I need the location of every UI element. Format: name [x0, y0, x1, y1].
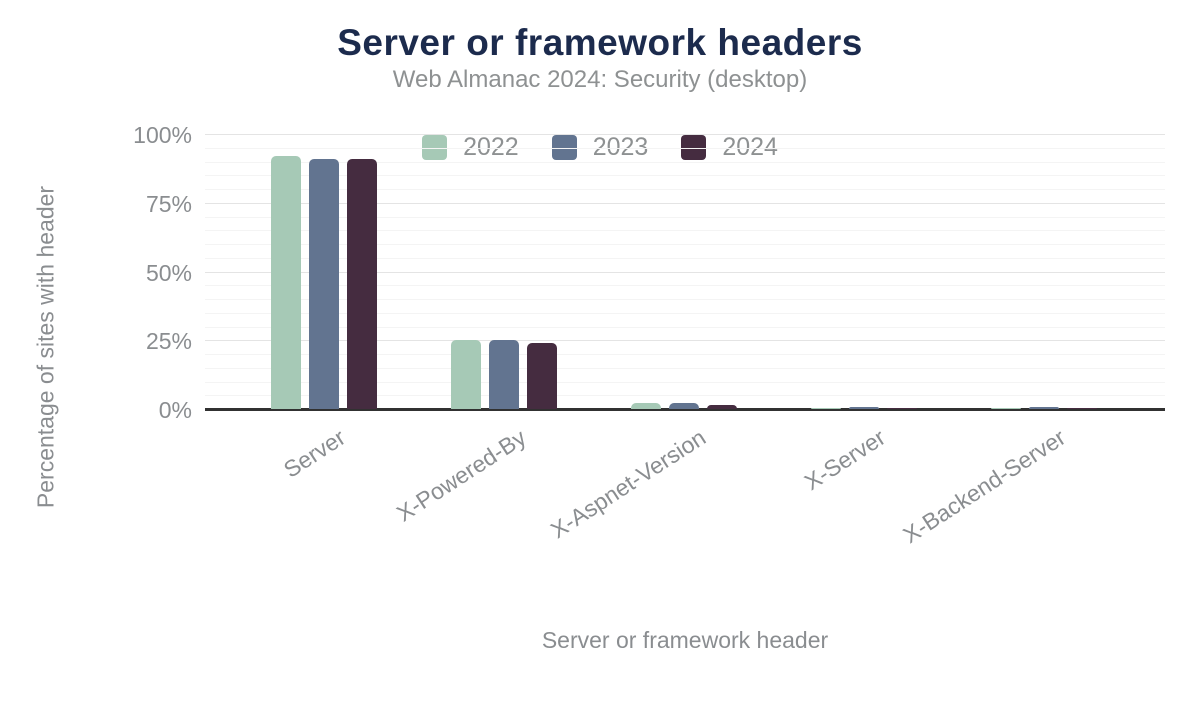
- bar-2023-x-aspnet-version: [669, 403, 699, 409]
- gridline-minor: [205, 244, 1165, 245]
- gridline-minor: [205, 326, 1165, 328]
- gridline-minor: [205, 354, 1165, 355]
- bar-2023-server: [309, 158, 339, 409]
- legend-swatch-icon: [551, 135, 577, 160]
- legend-item-2024: 2024: [681, 133, 778, 162]
- gridline-minor: [205, 230, 1165, 232]
- gridline-minor: [205, 216, 1165, 218]
- gridline-minor: [205, 147, 1165, 149]
- y-tick-label: 75%: [145, 190, 192, 217]
- legend: 2022 2023 2024: [0, 133, 1200, 162]
- x-tick-label: X-Backend-Server: [898, 424, 1071, 549]
- gridline-minor: [205, 175, 1165, 177]
- y-axis-title: Percentage of sites with header: [32, 185, 59, 509]
- gridline-major: [205, 271, 1165, 273]
- plot-area: [205, 134, 1165, 411]
- x-tick-label: X-Aspnet-Version: [545, 424, 711, 544]
- y-tick-label: 50%: [145, 259, 192, 286]
- bar-2024-x-server: [887, 407, 917, 409]
- gridline-major: [205, 340, 1165, 342]
- legend-swatch-icon: [681, 135, 707, 160]
- gridline-major: [205, 134, 1165, 135]
- chart-subtitle: Web Almanac 2024: Security (desktop): [392, 66, 808, 93]
- bar-2022-x-server: [811, 407, 841, 409]
- x-tick-label: X-Powered-By: [391, 424, 531, 527]
- x-axis-line: [205, 408, 1165, 411]
- bar-2022-server: [271, 156, 301, 409]
- gridline-minor: [205, 257, 1165, 259]
- legend-item-2023: 2023: [551, 133, 649, 162]
- x-axis-title: Server or framework header: [541, 627, 829, 653]
- gridline-minor: [205, 285, 1165, 287]
- bar-2022-x-backend-server: [991, 407, 1021, 409]
- gridline-minor: [205, 161, 1165, 163]
- legend-label: 2023: [592, 133, 649, 161]
- gridline-minor: [205, 312, 1165, 314]
- gridline-minor: [205, 381, 1165, 383]
- bar-2024-server: [347, 158, 377, 409]
- gridline-minor: [205, 367, 1165, 369]
- bar-2023-x-server: [849, 407, 879, 409]
- legend-item-2022: 2022: [422, 133, 519, 162]
- y-tick-label: 100%: [133, 122, 192, 148]
- legend-label: 2022: [463, 133, 519, 161]
- gridline-major: [205, 202, 1165, 204]
- bar-2022-x-aspnet-version: [631, 402, 661, 409]
- chart-title: Server or framework headers: [337, 22, 863, 63]
- y-tick-label: 0%: [158, 397, 192, 423]
- gridline-minor: [205, 189, 1165, 190]
- legend-label: 2024: [722, 133, 778, 161]
- legend-swatch-icon: [422, 135, 448, 160]
- x-tick-label: X-Server: [799, 424, 891, 496]
- bar-2024-x-backend-server: [1067, 407, 1097, 409]
- bar-2022-x-powered-by: [451, 340, 481, 409]
- gridline-minor: [205, 299, 1165, 300]
- bar-2024-x-powered-by: [527, 343, 557, 409]
- gridline-minor: [205, 395, 1165, 397]
- bar-2024-x-aspnet-version: [707, 405, 737, 409]
- y-tick-label: 25%: [145, 328, 192, 355]
- x-tick-label: Server: [279, 424, 351, 483]
- bar-2023-x-powered-by: [489, 340, 519, 409]
- bar-2023-x-backend-server: [1029, 407, 1059, 409]
